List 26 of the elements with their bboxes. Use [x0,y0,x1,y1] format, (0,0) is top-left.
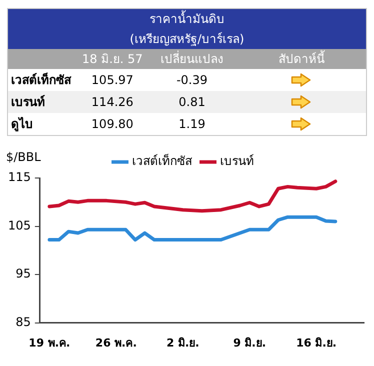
legend-label: เวสต์เท็กซัส [132,153,193,168]
text: -0.39 [176,73,208,87]
y-tick-label: 115 [8,170,31,184]
x-tick-label: 19 พ.ค. [28,336,70,350]
x-tick-label: 26 พ.ค. [95,336,137,350]
y-axis-title: $/BBL [6,150,42,164]
text: 1.19 [178,117,206,131]
category-label: เปลี่ยนแปลง [159,50,224,68]
text: 109.80 [91,117,134,131]
x-tick-label: 16 มิ.ย. [296,336,337,350]
y-tick-label: 95 [16,266,31,281]
text: 114.26 [91,95,134,109]
category-label: เวสต์เท็กซัส [11,73,71,87]
text: (เหรียญสหรัฐ/บาร์เรล) [128,31,246,48]
text: 0.81 [178,95,206,109]
text: 105.97 [91,73,134,87]
category-label: ดูไบ [11,117,33,131]
text: ราคาน้ำมันดิบ [148,9,226,28]
category-label: 18 มิ.ย. 57 [81,51,144,68]
x-tick-label: 2 มิ.ย. [166,336,200,350]
y-tick-label: 85 [16,314,31,329]
y-tick-label: 105 [8,218,31,232]
x-tick-label: 9 มิ.ย. [233,336,266,350]
category-label: เบรนท์ [11,95,45,109]
category-label: สัปดาห์นี้ [277,49,326,68]
legend-label: เบรนท์ [220,154,254,168]
